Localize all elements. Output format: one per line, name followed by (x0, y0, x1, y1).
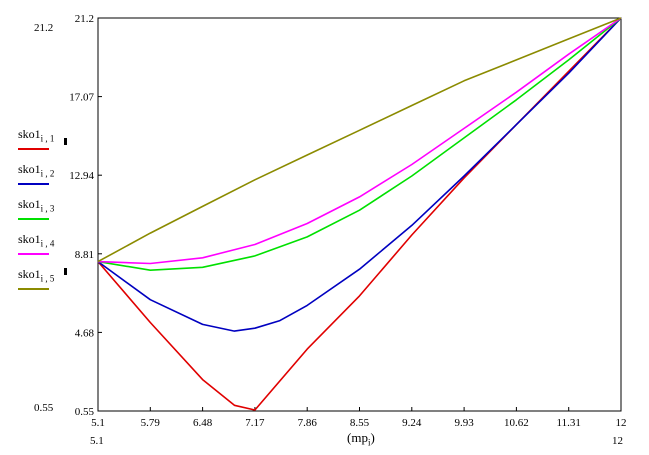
y-tick-label: 12.94 (69, 170, 94, 182)
x-tick-label: 9.24 (402, 417, 422, 429)
series-line-5 (97, 17, 622, 263)
series-line-4 (97, 17, 622, 265)
y-tick-label: 0.55 (75, 406, 95, 418)
legend-label: sko1i , 4 (18, 232, 55, 249)
y-tick-label: 17.07 (69, 92, 94, 104)
legend-label: sko1i , 1 (18, 127, 55, 144)
x-tick-label: 6.48 (193, 417, 213, 429)
series-line-3 (97, 17, 622, 272)
x-tick-label: 5.1 (91, 417, 105, 429)
x-tick-label: 7.86 (298, 417, 318, 429)
x-axis-left-label: 5.1 (90, 435, 104, 447)
x-axis-title-main: mp (351, 430, 368, 445)
legend-item-5: sko1i , 5 (18, 267, 78, 297)
legend-label: sko1i , 2 (18, 162, 55, 179)
y-axis-top-label: 21.2 (34, 22, 54, 34)
y-axis-bottom-label: 0.55 (34, 402, 54, 414)
series-line-2 (97, 17, 622, 332)
chart-tick-labels: 5.1 5.79 6.48 7.17 7.86 8.55 9.24 9.93 10.62 11.3… (69, 13, 626, 429)
selection-marker (64, 138, 67, 145)
chart-series (97, 17, 622, 411)
x-tick-label: 11.31 (557, 417, 581, 429)
x-tick-label: 8.55 (350, 417, 370, 429)
x-axis-title-sub: i (367, 437, 371, 448)
legend-swatch (18, 148, 49, 150)
x-tick-label: 5.79 (141, 417, 161, 429)
legend-item-2: sko1i , 2 (18, 162, 78, 192)
legend-item-1: sko1i , 1 (18, 127, 78, 157)
x-tick-label: 12 (616, 417, 627, 429)
x-axis-title: (mpi) (347, 430, 375, 448)
series-line-1 (97, 17, 622, 411)
legend-swatch (18, 288, 49, 290)
legend-label: sko1i , 3 (18, 197, 55, 214)
x-tick-label: 10.62 (504, 417, 529, 429)
chart-axes (97, 17, 622, 412)
legend-swatch (18, 183, 49, 185)
legend-item-4: sko1i , 4 (18, 232, 78, 262)
selection-marker (64, 268, 67, 275)
x-tick-label: 7.17 (245, 417, 265, 429)
legend-swatch (18, 253, 49, 255)
y-tick-label: 21.2 (75, 13, 94, 25)
legend-swatch (18, 218, 49, 220)
legend-item-3: sko1i , 3 (18, 197, 78, 227)
legend-label: sko1i , 5 (18, 267, 55, 284)
x-axis-right-label: 12 (612, 435, 623, 447)
y-tick-label: 8.81 (75, 249, 94, 261)
x-tick-label: 9.93 (454, 417, 474, 429)
y-tick-label: 4.68 (75, 327, 95, 339)
